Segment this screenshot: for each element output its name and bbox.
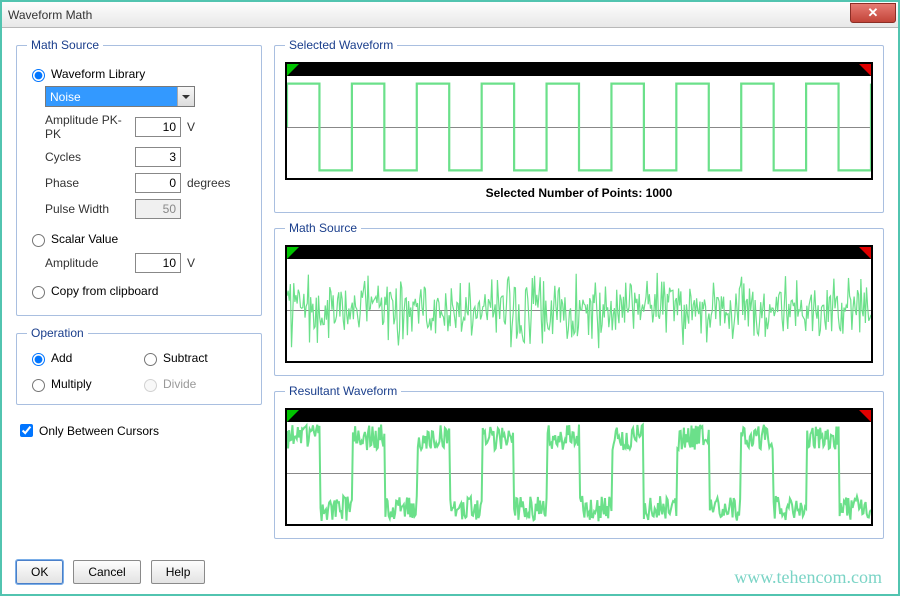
phase-row: Phase degrees: [45, 173, 251, 193]
math-source-preview-group: Math Source: [274, 221, 884, 376]
operation-grid: Add Subtract Multiply Divide: [27, 350, 251, 392]
right-column: Selected Waveform Selected Number of Poi…: [274, 38, 884, 584]
math-source-ruler: [287, 247, 871, 259]
math-source-preview-legend: Math Source: [285, 221, 361, 235]
operation-multiply[interactable]: Multiply: [27, 376, 139, 392]
cursor-right-marker-icon[interactable]: [859, 64, 871, 76]
operation-legend: Operation: [27, 326, 88, 340]
math-source-group: Math Source Waveform Library Noise Ampli…: [16, 38, 262, 316]
cursor-right-marker-icon[interactable]: [859, 247, 871, 259]
waveform-library-radio[interactable]: [32, 69, 45, 82]
scalar-amplitude-label: Amplitude: [45, 256, 135, 270]
waveform-library-select[interactable]: Noise: [45, 86, 195, 107]
math-source-area: [287, 259, 871, 361]
copy-clipboard-radio-row: Copy from clipboard: [27, 283, 251, 299]
math-source-legend: Math Source: [27, 38, 103, 52]
operation-add[interactable]: Add: [27, 350, 139, 366]
scalar-value-radio-row: Scalar Value: [27, 231, 251, 247]
math-source-frame: [285, 245, 873, 363]
selected-waveform-ruler: [287, 64, 871, 76]
resultant-area: [287, 422, 871, 524]
selected-waveform-trace: [287, 76, 871, 178]
only-between-cursors-checkbox[interactable]: [20, 424, 33, 437]
dialog-content: Math Source Waveform Library Noise Ampli…: [2, 28, 898, 594]
watermark: www.tehencom.com: [734, 567, 882, 588]
operation-divide-radio: [144, 379, 157, 392]
resultant-trace: [287, 422, 871, 524]
cycles-row: Cycles: [45, 147, 251, 167]
close-button[interactable]: ✕: [850, 3, 896, 23]
copy-clipboard-label: Copy from clipboard: [51, 284, 158, 298]
cursor-left-marker-icon[interactable]: [287, 247, 299, 259]
pulse-width-label: Pulse Width: [45, 202, 135, 216]
button-row: OK Cancel Help: [16, 546, 262, 584]
resultant-frame: [285, 408, 873, 526]
left-column: Math Source Waveform Library Noise Ampli…: [16, 38, 262, 584]
phase-label: Phase: [45, 176, 135, 190]
selected-waveform-group: Selected Waveform Selected Number of Poi…: [274, 38, 884, 213]
math-source-trace: [287, 259, 871, 361]
operation-divide: Divide: [139, 376, 251, 392]
only-between-cursors-row: Only Between Cursors: [16, 421, 262, 440]
chevron-down-icon[interactable]: [177, 87, 194, 106]
cursor-left-marker-icon[interactable]: [287, 410, 299, 422]
scalar-value-radio[interactable]: [32, 234, 45, 247]
operation-group: Operation Add Subtract Multiply Divide: [16, 326, 262, 405]
operation-subtract[interactable]: Subtract: [139, 350, 251, 366]
selected-waveform-legend: Selected Waveform: [285, 38, 397, 52]
only-between-cursors-label: Only Between Cursors: [39, 424, 159, 438]
resultant-ruler: [287, 410, 871, 422]
amplitude-pkpk-input[interactable]: [135, 117, 181, 137]
operation-subtract-radio[interactable]: [144, 353, 157, 366]
resultant-waveform-group: Resultant Waveform: [274, 384, 884, 539]
help-button[interactable]: Help: [151, 560, 206, 584]
cycles-input[interactable]: [135, 147, 181, 167]
waveform-library-radio-row: Waveform Library: [27, 66, 251, 82]
cursor-left-marker-icon[interactable]: [287, 64, 299, 76]
scalar-value-label: Scalar Value: [51, 232, 118, 246]
ok-button[interactable]: OK: [16, 560, 63, 584]
phase-unit: degrees: [187, 176, 235, 190]
cycles-label: Cycles: [45, 150, 135, 164]
window-title: Waveform Math: [8, 8, 92, 22]
selected-waveform-area: [287, 76, 871, 178]
points-label: Selected Number of Points: 1000: [285, 186, 873, 200]
close-icon: ✕: [868, 5, 879, 21]
titlebar: Waveform Math ✕: [2, 2, 898, 28]
operation-multiply-radio[interactable]: [32, 379, 45, 392]
phase-input[interactable]: [135, 173, 181, 193]
selected-waveform-frame: [285, 62, 873, 180]
cancel-button[interactable]: Cancel: [73, 560, 140, 584]
scalar-amplitude-unit: V: [187, 256, 235, 270]
operation-add-radio[interactable]: [32, 353, 45, 366]
pulse-width-input: [135, 199, 181, 219]
copy-clipboard-radio[interactable]: [32, 286, 45, 299]
amplitude-pkpk-label: Amplitude PK-PK: [45, 113, 135, 141]
amplitude-pkpk-unit: V: [187, 120, 235, 134]
scalar-amplitude-row: Amplitude V: [45, 253, 251, 273]
resultant-waveform-legend: Resultant Waveform: [285, 384, 401, 398]
amplitude-pkpk-row: Amplitude PK-PK V: [45, 113, 251, 141]
scalar-amplitude-input[interactable]: [135, 253, 181, 273]
pulse-width-row: Pulse Width: [45, 199, 251, 219]
waveform-library-label: Waveform Library: [51, 67, 145, 81]
waveform-library-selected-text: Noise: [46, 87, 177, 106]
cursor-right-marker-icon[interactable]: [859, 410, 871, 422]
